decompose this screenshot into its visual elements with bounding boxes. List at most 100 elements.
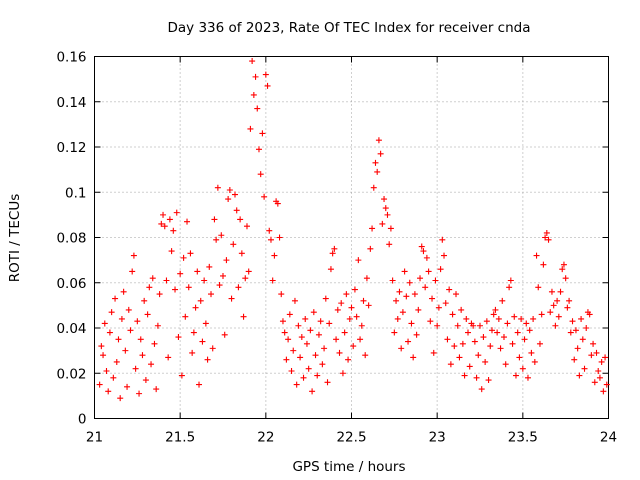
- data-point: [596, 374, 603, 381]
- data-point: [196, 381, 203, 388]
- data-point: [108, 309, 115, 316]
- data-point: [192, 304, 199, 311]
- data-point: [201, 277, 208, 284]
- data-point: [506, 284, 513, 291]
- data-point: [569, 318, 576, 325]
- data-point: [346, 315, 353, 322]
- data-point: [269, 277, 276, 284]
- y-tick-label: 0: [78, 412, 87, 428]
- y-tick-label: 0.12: [56, 140, 86, 156]
- data-point: [281, 329, 288, 336]
- data-point: [197, 297, 204, 304]
- data-point: [571, 356, 578, 363]
- data-point: [240, 313, 247, 320]
- data-point: [451, 343, 458, 350]
- data-point: [266, 227, 273, 234]
- data-point: [112, 295, 119, 302]
- data-point: [208, 291, 215, 298]
- data-point: [554, 297, 561, 304]
- data-point: [243, 223, 250, 230]
- data-point: [279, 318, 286, 325]
- data-point: [427, 318, 434, 325]
- data-point: [231, 191, 238, 198]
- data-point: [504, 320, 511, 327]
- chart-title: Day 336 of 2023, Rate Of TEC Index for r…: [168, 20, 531, 36]
- data-point: [449, 311, 456, 318]
- data-point: [302, 315, 309, 322]
- data-point: [576, 372, 583, 379]
- data-point: [321, 345, 328, 352]
- data-point: [274, 200, 281, 207]
- data-point: [255, 146, 262, 153]
- x-tick-label: 21: [86, 430, 103, 446]
- data-point: [178, 372, 185, 379]
- data-point: [343, 291, 350, 298]
- data-point: [276, 234, 283, 241]
- data-point: [271, 252, 278, 259]
- data-point: [291, 297, 298, 304]
- data-point: [180, 254, 187, 261]
- data-point: [213, 236, 220, 243]
- data-point: [458, 306, 465, 313]
- data-point: [425, 268, 432, 275]
- data-point: [105, 388, 112, 395]
- data-point: [555, 313, 562, 320]
- data-point: [187, 250, 194, 257]
- data-point: [379, 220, 386, 227]
- data-point: [512, 372, 519, 379]
- data-point: [211, 216, 218, 223]
- data-point: [401, 268, 408, 275]
- data-point: [386, 241, 393, 248]
- data-point: [220, 272, 226, 279]
- data-point: [226, 186, 233, 193]
- data-point: [511, 313, 518, 320]
- data-point: [559, 266, 566, 273]
- data-point: [566, 297, 573, 304]
- data-point: [502, 361, 509, 368]
- data-point: [574, 345, 581, 352]
- data-point: [297, 354, 304, 361]
- data-point: [204, 356, 211, 363]
- data-point: [531, 358, 538, 365]
- data-point: [547, 309, 554, 316]
- data-point: [168, 248, 175, 255]
- data-point: [375, 137, 382, 144]
- data-point: [160, 211, 167, 218]
- data-point: [591, 379, 598, 386]
- data-point: [285, 336, 292, 343]
- data-point: [278, 291, 285, 298]
- y-tick-label: 0.04: [56, 321, 86, 337]
- data-point: [393, 297, 400, 304]
- data-point: [298, 334, 305, 341]
- data-point: [405, 338, 412, 345]
- data-point: [439, 236, 446, 243]
- data-point: [230, 241, 237, 248]
- data-point: [560, 261, 567, 268]
- data-point: [310, 309, 317, 316]
- data-point: [247, 125, 254, 132]
- data-point: [423, 254, 430, 261]
- data-point: [396, 288, 403, 295]
- data-point: [593, 349, 600, 356]
- data-point: [394, 315, 401, 322]
- y-tick-label: 0.16: [56, 50, 86, 66]
- data-point: [500, 334, 507, 341]
- data-point: [538, 311, 545, 318]
- data-point: [485, 377, 492, 384]
- data-point: [603, 381, 610, 388]
- data-point: [406, 279, 413, 286]
- data-point: [132, 365, 139, 372]
- data-point: [233, 207, 240, 214]
- data-point: [365, 302, 372, 309]
- data-point: [267, 236, 274, 243]
- data-point: [120, 288, 127, 295]
- data-point: [602, 354, 609, 361]
- data-point: [288, 367, 295, 374]
- data-point: [300, 374, 307, 381]
- data-point: [350, 343, 357, 350]
- data-point: [194, 268, 201, 275]
- data-point: [567, 329, 574, 336]
- data-point: [165, 354, 172, 361]
- y-tick-label: 0.06: [56, 276, 86, 292]
- data-point: [403, 293, 410, 300]
